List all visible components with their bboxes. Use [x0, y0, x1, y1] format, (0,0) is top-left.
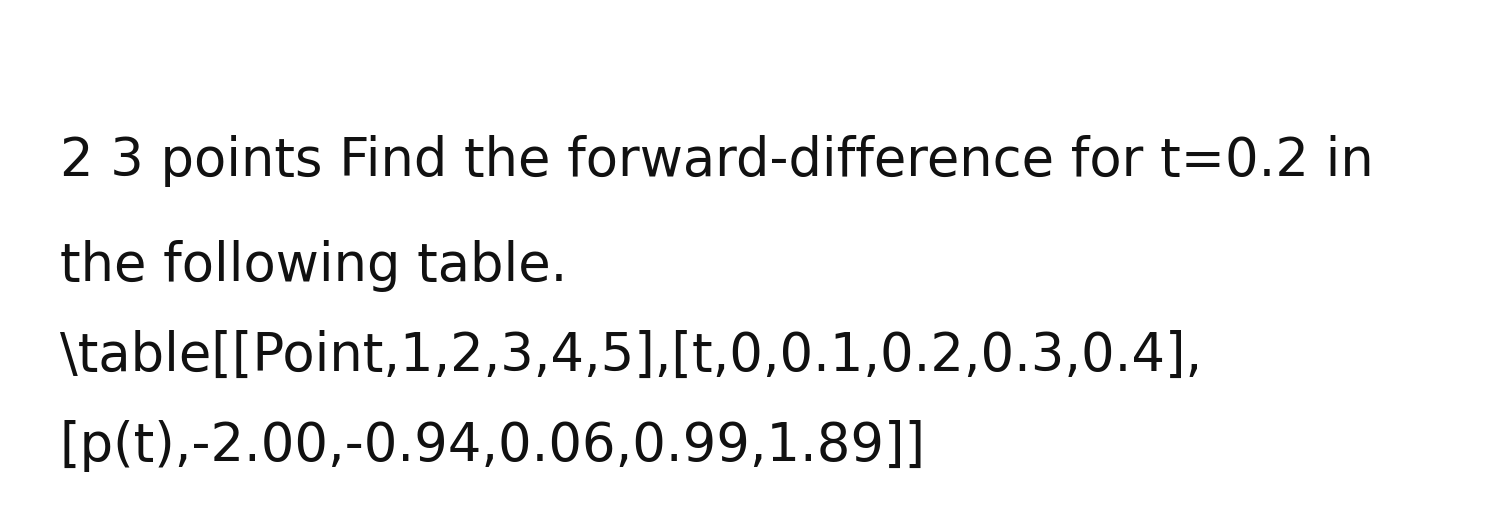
Text: [p(t),-2.00,-0.94,0.06,0.99,1.89]]: [p(t),-2.00,-0.94,0.06,0.99,1.89]] [60, 420, 925, 472]
Text: \table[[Point,1,2,3,4,5],[t,0,0.1,0.2,0.3,0.4],: \table[[Point,1,2,3,4,5],[t,0,0.1,0.2,0.… [60, 330, 1202, 382]
Text: 2 3 points Find the forward-difference for t=0.2 in: 2 3 points Find the forward-difference f… [60, 135, 1374, 187]
Text: the following table.: the following table. [60, 240, 567, 292]
